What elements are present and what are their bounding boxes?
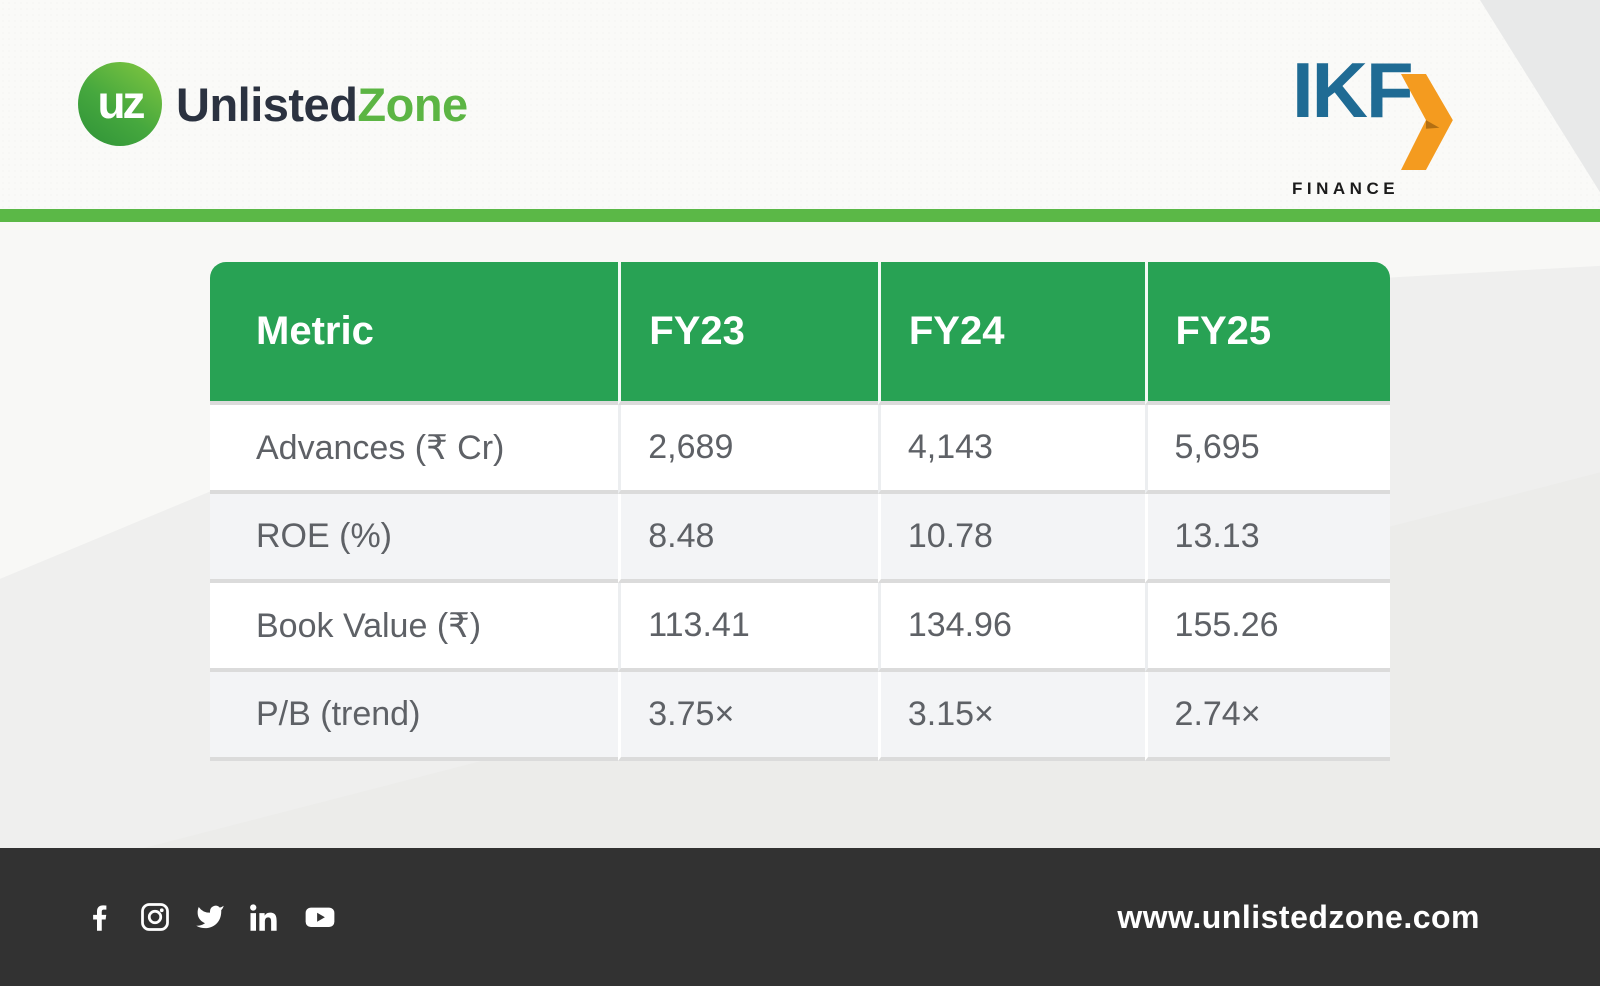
metrics-table-container: Metric FY23 FY24 FY25 Advances (₹ Cr) 2,… (210, 262, 1390, 761)
uz-logo-icon: uz (78, 62, 162, 146)
ikf-tagline: FINANCE (1292, 179, 1400, 198)
metric-value: 3.75× (618, 672, 878, 761)
metric-label: ROE (%) (210, 494, 619, 583)
column-header-metric: Metric (210, 262, 619, 405)
metric-label: Advances (₹ Cr) (210, 405, 619, 494)
column-header-fy24: FY24 (877, 262, 1145, 405)
brand-name-primary: Unlisted (176, 77, 358, 131)
column-header-fy23: FY23 (618, 262, 878, 405)
brand-name: UnlistedZone (176, 77, 468, 132)
metric-value: 8.48 (618, 494, 878, 583)
metric-value: 13.13 (1144, 494, 1390, 583)
financial-metrics-table: Metric FY23 FY24 FY25 Advances (₹ Cr) 2,… (210, 262, 1390, 761)
metric-value: 2.74× (1144, 672, 1390, 761)
metric-value: 10.78 (877, 494, 1145, 583)
metric-label: P/B (trend) (210, 672, 619, 761)
linkedin-icon[interactable] (250, 902, 280, 932)
table-row-roe: ROE (%) 8.48 10.78 13.13 (210, 494, 1390, 583)
metric-label: Book Value (₹) (210, 583, 619, 672)
table-row-pb-trend: P/B (trend) 3.75× 3.15× 2.74× (210, 672, 1390, 761)
column-header-fy25: FY25 (1144, 262, 1390, 405)
table-row-advances: Advances (₹ Cr) 2,689 4,143 5,695 (210, 405, 1390, 494)
ikf-wordmark: IKF (1292, 46, 1414, 134)
twitter-icon[interactable] (195, 902, 225, 932)
brand-name-accent: Zone (357, 77, 468, 131)
metric-value: 113.41 (618, 583, 878, 672)
metric-value: 2,689 (618, 405, 878, 494)
facebook-icon[interactable] (85, 902, 115, 932)
website-link[interactable]: www.unlistedzone.com (1117, 898, 1480, 935)
unlistedzone-logo: uz UnlistedZone (78, 62, 468, 146)
header-band (0, 0, 1600, 209)
youtube-icon[interactable] (305, 902, 335, 932)
ikf-finance-logo: IKF FINANCE (1292, 46, 1482, 199)
instagram-icon[interactable] (140, 902, 170, 932)
footer-bar: www.unlistedzone.com (0, 848, 1600, 986)
table-row-book-value: Book Value (₹) 113.41 134.96 155.26 (210, 583, 1390, 672)
uz-monogram: uz (97, 76, 145, 128)
ikf-arrow-icon (1396, 74, 1454, 175)
metric-value: 4,143 (877, 405, 1145, 494)
table-header-row: Metric FY23 FY24 FY25 (210, 262, 1390, 405)
green-divider-bar (0, 209, 1600, 222)
metric-value: 155.26 (1144, 583, 1390, 672)
metric-value: 3.15× (877, 672, 1145, 761)
metric-value: 134.96 (877, 583, 1145, 672)
metric-value: 5,695 (1144, 405, 1390, 494)
social-links (85, 902, 335, 932)
